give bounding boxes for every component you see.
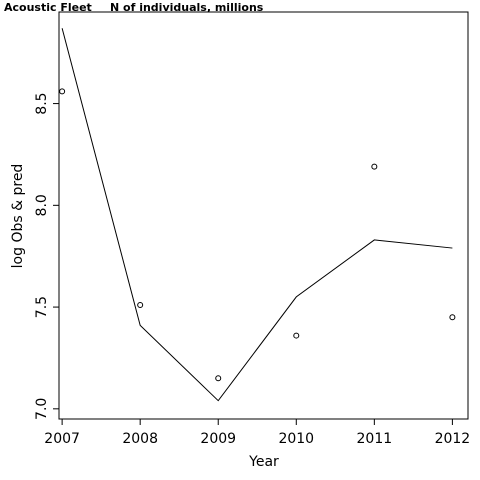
predicted-line (61, 28, 453, 402)
y-tick-label-3: 8.5 (34, 92, 50, 114)
observed-point-2010 (293, 332, 300, 339)
x-tick-label-2010: 2010 (278, 431, 314, 447)
x-axis: 2007 2008 2009 2010 2011 2012 (44, 419, 470, 447)
chart-title: Acoustic Fleet (4, 1, 92, 14)
observed-point-2011 (371, 163, 378, 170)
x-tick-label-2012: 2012 (435, 431, 471, 447)
observed-point-2007 (59, 88, 66, 95)
observed-point-2009 (215, 375, 222, 382)
x-tick-label-2008: 2008 (122, 431, 158, 447)
y-tick-label-1: 7.5 (34, 296, 50, 318)
x-tick-label-2009: 2009 (200, 431, 236, 447)
observed-point-2012 (449, 314, 456, 321)
chart-subtitle: N of individuals, millions (110, 1, 264, 14)
plot-frame (58, 11, 469, 420)
y-axis: 7.0 7.5 8.0 8.5 (34, 92, 59, 420)
y-axis-label: log Obs & pred (10, 164, 26, 269)
observed-point-2008 (137, 302, 144, 309)
x-tick-label-2011: 2011 (357, 431, 393, 447)
series-layer (59, 28, 456, 402)
y-tick-label-0: 7.0 (34, 398, 50, 420)
x-tick-label-2007: 2007 (44, 431, 80, 447)
x-axis-label: Year (248, 454, 279, 470)
y-tick-label-2: 8.0 (34, 194, 50, 216)
